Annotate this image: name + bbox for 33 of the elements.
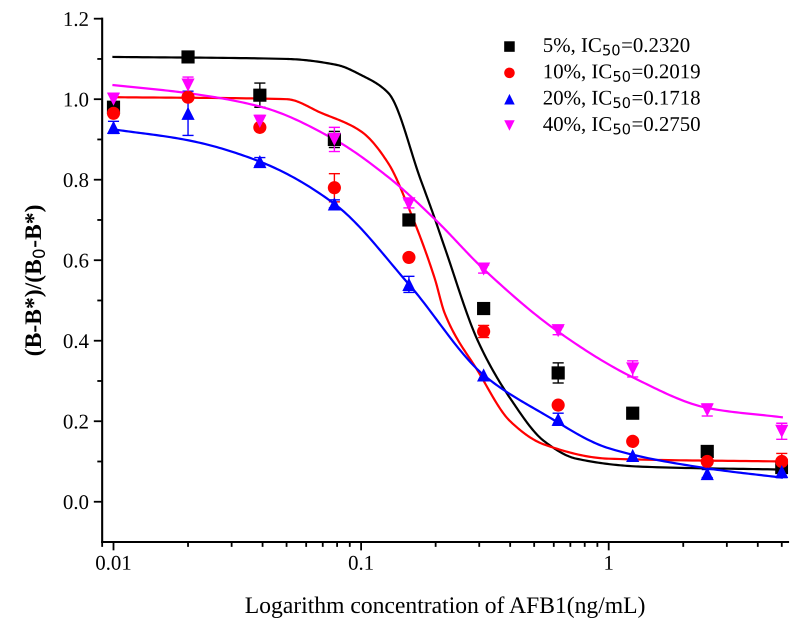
legend-label: 20%, IC$_{50}$=0.1718 [544,90,700,108]
point [700,454,714,468]
y-tick-label: 0.2 [64,414,88,429]
x-tick-label: 0.1 [348,556,373,570]
point [626,362,640,376]
point [552,398,565,412]
x-axis-title: Logarithm concentration of AFB1(ng/mL) [245,596,644,618]
y-axis-title: (B-B*)/(B$_{0}$-B*) [24,206,46,356]
point [775,464,788,478]
point [626,434,640,448]
point [626,406,640,420]
point [402,250,416,264]
legend-label: 10%, IC$_{50}$=0.2019 [544,64,700,82]
point [477,368,490,382]
point [253,114,266,128]
point [552,366,565,380]
x-tick-label: 0.01 [96,556,130,570]
y-tick-label: 1.2 [64,12,88,26]
point [626,448,640,462]
point [775,424,788,438]
point [253,88,266,102]
y-tick-label: 0.6 [64,254,88,268]
y-tick-label: 0.4 [64,334,89,348]
point [477,302,490,316]
point [402,278,416,291]
point [328,181,341,194]
y-tick-label: 0.8 [64,173,88,188]
legend-label: 5%, IC$_{50}$=0.2320 [544,38,690,56]
point [402,213,416,227]
y-tick-label: 0.0 [64,495,88,510]
legend-label: 40%, IC$_{50}$=0.2750 [543,117,700,134]
x-tick-label: 1 [605,556,613,570]
y-tick-label: 1.0 [64,92,88,107]
